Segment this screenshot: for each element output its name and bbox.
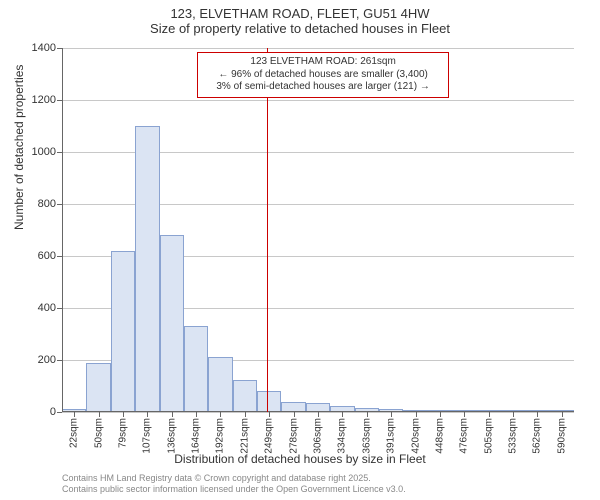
x-tick-label: 505sqm bbox=[483, 418, 494, 454]
x-tick-mark bbox=[489, 412, 490, 417]
title-line-2: Size of property relative to detached ho… bbox=[0, 21, 600, 36]
x-tick-label: 249sqm bbox=[264, 418, 275, 454]
histogram-bar bbox=[111, 251, 135, 412]
x-tick-mark bbox=[464, 412, 465, 417]
x-tick-label: 278sqm bbox=[288, 418, 299, 454]
y-tick-label: 800 bbox=[38, 198, 56, 210]
annotation-line: ← 96% of detached houses are smaller (3,… bbox=[204, 69, 442, 82]
x-tick-mark bbox=[391, 412, 392, 417]
x-tick-label: 164sqm bbox=[191, 418, 202, 454]
y-tick-mark bbox=[57, 412, 62, 413]
y-tick-label: 600 bbox=[38, 250, 56, 262]
x-axis-title: Distribution of detached houses by size … bbox=[0, 452, 600, 466]
plot-area: 020040060080010001200140022sqm50sqm79sqm… bbox=[62, 48, 574, 412]
x-tick-mark bbox=[318, 412, 319, 417]
footer-line-1: Contains HM Land Registry data © Crown c… bbox=[62, 473, 406, 485]
annotation-line: 3% of semi-detached houses are larger (1… bbox=[204, 81, 442, 94]
x-tick-mark bbox=[147, 412, 148, 417]
annotation-box: 123 ELVETHAM ROAD: 261sqm← 96% of detach… bbox=[197, 52, 449, 98]
x-tick-mark bbox=[416, 412, 417, 417]
y-axis-title: Number of detached properties bbox=[12, 65, 26, 230]
histogram-bar bbox=[208, 357, 232, 412]
x-tick-label: 334sqm bbox=[337, 418, 348, 454]
gridline bbox=[62, 100, 574, 101]
histogram-bar bbox=[233, 380, 257, 413]
x-tick-mark bbox=[342, 412, 343, 417]
x-tick-label: 363sqm bbox=[361, 418, 372, 454]
x-tick-label: 192sqm bbox=[215, 418, 226, 454]
x-tick-mark bbox=[294, 412, 295, 417]
x-tick-label: 476sqm bbox=[459, 418, 470, 454]
x-tick-label: 590sqm bbox=[556, 418, 567, 454]
x-tick-mark bbox=[220, 412, 221, 417]
x-tick-mark bbox=[513, 412, 514, 417]
gridline bbox=[62, 48, 574, 49]
x-tick-label: 562sqm bbox=[532, 418, 543, 454]
x-tick-mark bbox=[99, 412, 100, 417]
y-axis-line bbox=[62, 48, 63, 412]
x-tick-mark bbox=[367, 412, 368, 417]
x-tick-label: 391sqm bbox=[386, 418, 397, 454]
y-tick-label: 1200 bbox=[32, 94, 56, 106]
x-axis-line bbox=[62, 411, 574, 412]
x-tick-mark bbox=[537, 412, 538, 417]
footer-line-2: Contains public sector information licen… bbox=[62, 484, 406, 496]
x-tick-label: 50sqm bbox=[93, 418, 104, 448]
x-tick-label: 136sqm bbox=[166, 418, 177, 454]
y-tick-label: 200 bbox=[38, 354, 56, 366]
x-tick-label: 448sqm bbox=[434, 418, 445, 454]
x-tick-mark bbox=[245, 412, 246, 417]
x-tick-label: 22sqm bbox=[69, 418, 80, 448]
x-tick-label: 107sqm bbox=[142, 418, 153, 454]
x-tick-label: 420sqm bbox=[410, 418, 421, 454]
x-tick-label: 79sqm bbox=[117, 418, 128, 448]
histogram-bar bbox=[184, 326, 208, 412]
marker-line bbox=[267, 48, 268, 412]
x-tick-mark bbox=[562, 412, 563, 417]
x-tick-label: 306sqm bbox=[313, 418, 324, 454]
y-tick-label: 1400 bbox=[32, 42, 56, 54]
x-tick-mark bbox=[172, 412, 173, 417]
histogram-bar bbox=[135, 126, 159, 412]
histogram-bar bbox=[160, 235, 184, 412]
y-tick-label: 400 bbox=[38, 302, 56, 314]
x-tick-mark bbox=[196, 412, 197, 417]
chart-container: 123, ELVETHAM ROAD, FLEET, GU51 4HW Size… bbox=[0, 0, 600, 500]
footer-attribution: Contains HM Land Registry data © Crown c… bbox=[62, 473, 406, 496]
x-tick-mark bbox=[269, 412, 270, 417]
x-tick-mark bbox=[123, 412, 124, 417]
title-line-1: 123, ELVETHAM ROAD, FLEET, GU51 4HW bbox=[0, 6, 600, 21]
histogram-bar bbox=[86, 363, 110, 412]
histogram-bar bbox=[257, 391, 281, 412]
x-tick-label: 533sqm bbox=[508, 418, 519, 454]
chart-title: 123, ELVETHAM ROAD, FLEET, GU51 4HW Size… bbox=[0, 0, 600, 36]
x-tick-mark bbox=[74, 412, 75, 417]
x-tick-mark bbox=[440, 412, 441, 417]
annotation-line: 123 ELVETHAM ROAD: 261sqm bbox=[204, 56, 442, 69]
y-tick-label: 0 bbox=[50, 406, 56, 418]
x-tick-label: 221sqm bbox=[239, 418, 250, 454]
y-tick-label: 1000 bbox=[32, 146, 56, 158]
